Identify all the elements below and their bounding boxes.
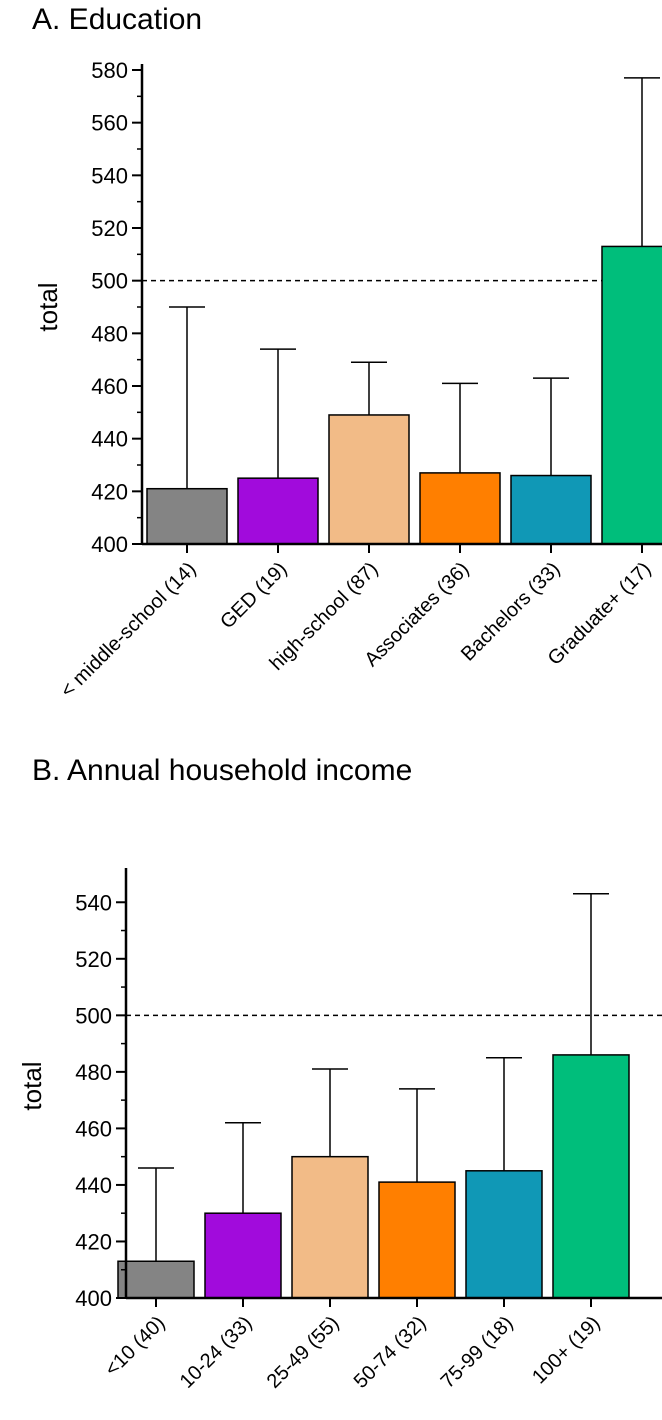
y-tick-label: 440 [91, 427, 128, 452]
bar [237, 477, 319, 545]
y-tick-label: 400 [91, 532, 128, 557]
bar [510, 474, 592, 545]
y-axis-title: total [33, 282, 63, 331]
bar [117, 1260, 195, 1299]
y-tick-label: 500 [91, 269, 128, 294]
bar [291, 1155, 369, 1299]
y-tick-label: 420 [91, 479, 128, 504]
y-tick-label: 540 [91, 163, 128, 188]
y-tick-label: 500 [75, 1003, 112, 1028]
bar [204, 1212, 282, 1299]
education-chart-panel: A. Education < middle-school (14) GED (19… [0, 0, 662, 700]
bar [552, 1054, 630, 1299]
y-tick-label: 400 [75, 1286, 112, 1311]
income-chart-panel: B. Annual household income <10 (40) 10-24… [0, 700, 662, 1420]
bar [465, 1170, 543, 1299]
x-tick-label: < middle-school (14) [56, 558, 200, 700]
x-tick-label: 50-74 (32) [350, 1312, 431, 1393]
x-tick-label: 25-49 (55) [263, 1312, 344, 1393]
income-bar-chart: <10 (40) 10-24 (33) 25-49 (55) 50-74 (32) 75… [17, 868, 662, 1393]
y-tick-label: 480 [75, 1060, 112, 1085]
x-tick-label: 75-99 (18) [437, 1312, 518, 1393]
bar [378, 1181, 456, 1299]
bar [601, 245, 662, 545]
x-tick-label: 100+ (19) [528, 1312, 604, 1388]
y-tick-label: 480 [91, 321, 128, 346]
bar [419, 472, 501, 545]
x-tick-label: 10-24 (33) [176, 1312, 257, 1393]
y-tick-label: 420 [75, 1229, 112, 1254]
y-tick-label: 460 [75, 1116, 112, 1141]
y-tick-label: 560 [91, 111, 128, 136]
chart-title: A. Education [32, 3, 203, 36]
education-bar-chart: < middle-school (14) GED (19)high-school … [33, 58, 662, 700]
bar [146, 487, 228, 545]
y-tick-label: 520 [91, 216, 128, 241]
y-tick-label: 580 [91, 58, 128, 83]
y-tick-label: 520 [75, 947, 112, 972]
bar [328, 414, 410, 545]
y-tick-label: 440 [75, 1173, 112, 1198]
chart-title: B. Annual household income [32, 754, 413, 787]
x-tick-label: GED (19) [216, 558, 291, 633]
y-tick-label: 460 [91, 374, 128, 399]
x-tick-label: <10 (40) [101, 1312, 170, 1381]
y-tick-label: 540 [75, 890, 112, 915]
y-axis-title: total [17, 1061, 47, 1110]
